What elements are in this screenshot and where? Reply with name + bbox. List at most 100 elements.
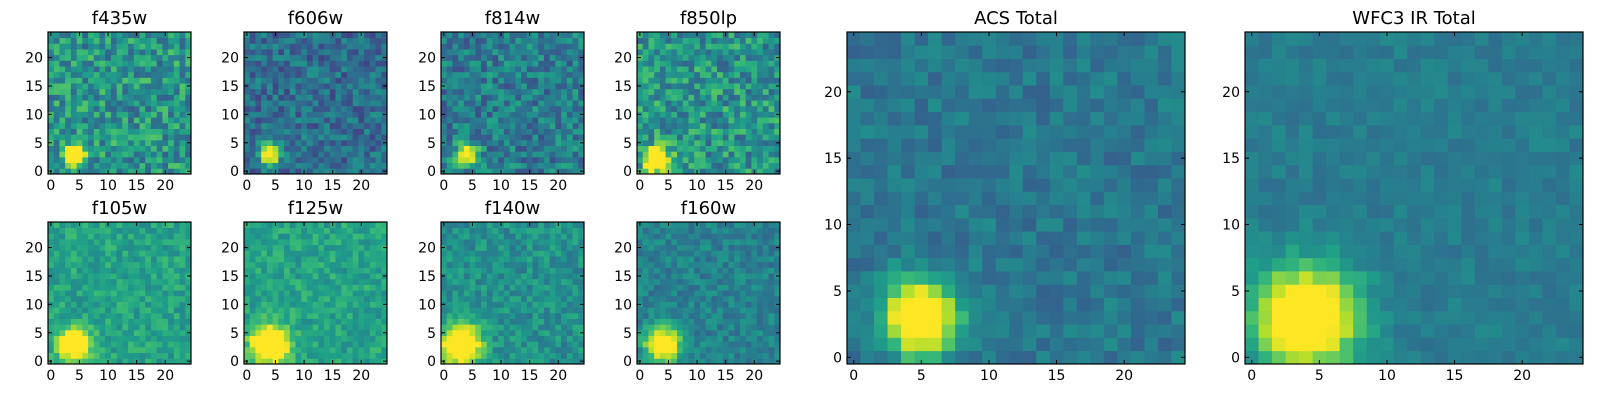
heatmap-cell [665, 54, 672, 61]
heatmap-cell [358, 256, 365, 263]
heatmap-cell [346, 43, 354, 50]
heatmap-cell [762, 71, 769, 78]
heatmap-cell [261, 239, 268, 246]
heatmap-cell [774, 100, 781, 107]
heatmap-cell [99, 105, 106, 112]
heatmap-cell [53, 301, 60, 308]
heatmap-cell [185, 32, 192, 39]
heatmap-cell [358, 111, 365, 118]
heatmap-cell [335, 156, 342, 164]
heatmap-cell [133, 267, 140, 274]
heatmap-cell [566, 94, 573, 101]
heatmap-cell [139, 162, 146, 169]
heatmap-cell [295, 318, 302, 325]
heatmap-cell [289, 32, 296, 39]
heatmap-cell [173, 290, 180, 297]
heatmap-cell [711, 105, 718, 112]
heatmap-cell [659, 54, 666, 61]
heatmap-cell [145, 168, 152, 175]
heatmap-cell [549, 156, 556, 164]
heatmap-cell [578, 239, 585, 246]
heatmap-cell [705, 358, 712, 365]
heatmap-cell [105, 267, 112, 274]
heatmap-cell [364, 94, 371, 101]
heatmap-cell [284, 261, 291, 268]
heatmap-cell [543, 156, 551, 164]
heatmap-cell [566, 233, 573, 240]
heatmap-cell [722, 346, 729, 354]
heatmap-cell [255, 77, 262, 84]
heatmap-cell [168, 117, 175, 124]
heatmap-cell [642, 54, 649, 61]
heatmap-cell [295, 151, 302, 158]
heatmap-cell [543, 105, 551, 112]
heatmap-cell [648, 301, 655, 308]
heatmap-cell [93, 88, 100, 95]
heatmap-cell [728, 145, 735, 152]
heatmap-cell [93, 278, 100, 285]
heatmap-cell [375, 77, 382, 84]
heatmap-cell [145, 329, 152, 336]
heatmap-cell [168, 100, 175, 107]
heatmap-cell [105, 307, 112, 314]
heatmap-cell [578, 32, 585, 39]
heatmap-cell [139, 139, 146, 146]
heatmap-cell [105, 83, 112, 90]
heatmap-cell [475, 233, 482, 240]
heatmap-cell [312, 233, 319, 240]
heatmap-cell [665, 71, 672, 78]
heatmap-cell [128, 256, 135, 263]
heatmap-cell [677, 77, 684, 84]
heatmap-cell [179, 54, 186, 61]
heatmap-cell [133, 134, 140, 141]
heatmap-cell [637, 88, 644, 95]
heatmap-cell [642, 88, 649, 95]
heatmap-cell [688, 290, 695, 297]
heatmap-cell [312, 156, 319, 164]
heatmap-cell [659, 273, 666, 280]
x-tick-label: 20 [352, 368, 370, 384]
heatmap-cell [133, 352, 140, 359]
heatmap-cell [255, 324, 262, 331]
heatmap-cell [642, 151, 649, 158]
heatmap-cell [59, 352, 66, 359]
heatmap-cell [757, 352, 764, 359]
heatmap-cell [128, 111, 135, 118]
heatmap-cell [139, 312, 146, 319]
heatmap-cell [561, 273, 568, 280]
heatmap-cell [469, 250, 476, 257]
heatmap-cell [150, 43, 158, 50]
heatmap-cell [381, 60, 388, 67]
heatmap-cell [543, 32, 551, 39]
heatmap-cell [722, 111, 729, 118]
heatmap-cell [677, 290, 684, 297]
heatmap-cell [261, 100, 268, 107]
heatmap-cell [475, 94, 482, 101]
heatmap-cell [561, 168, 568, 175]
heatmap-cell [665, 145, 672, 152]
heatmap-cell [751, 346, 758, 354]
heatmap-cell [441, 151, 448, 158]
heatmap-cell [70, 128, 77, 135]
heatmap-cell [481, 273, 488, 280]
heatmap-cell [278, 60, 285, 67]
heatmap-cell [734, 168, 741, 175]
heatmap-cell [561, 134, 568, 141]
heatmap-cell [255, 261, 262, 268]
heatmap-cell [329, 54, 336, 61]
heatmap-cell [498, 352, 505, 359]
heatmap-cell [306, 329, 314, 336]
heatmap-cell [659, 71, 666, 78]
heatmap-cell [261, 233, 268, 240]
heatmap-cell [139, 49, 146, 56]
heatmap-cell [99, 341, 106, 348]
heatmap-cell [150, 233, 158, 240]
heatmap-cell [498, 43, 505, 50]
heatmap-cell [475, 151, 482, 158]
heatmap-cell [648, 139, 655, 146]
heatmap-cell [346, 49, 354, 56]
heatmap-cell [648, 43, 655, 50]
heatmap-cell [694, 100, 701, 107]
heatmap-cell [734, 117, 741, 124]
heatmap-cell [555, 329, 562, 336]
